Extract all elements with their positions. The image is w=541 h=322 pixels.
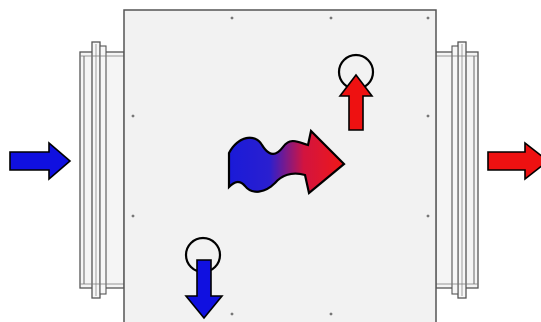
right-duct-collar	[435, 41, 479, 299]
left-duct-collar	[79, 41, 125, 299]
heat-transfer-arrow-icon	[227, 128, 346, 195]
supply-in-arrow-icon	[9, 141, 72, 181]
exhaust-up-arrow-icon	[338, 73, 374, 131]
intake-port	[184, 236, 224, 320]
housing-screws	[131, 16, 430, 316]
exhaust-port	[337, 53, 375, 131]
intake-down-arrow-icon	[184, 259, 224, 320]
supply-out-arrow-icon	[487, 141, 541, 181]
